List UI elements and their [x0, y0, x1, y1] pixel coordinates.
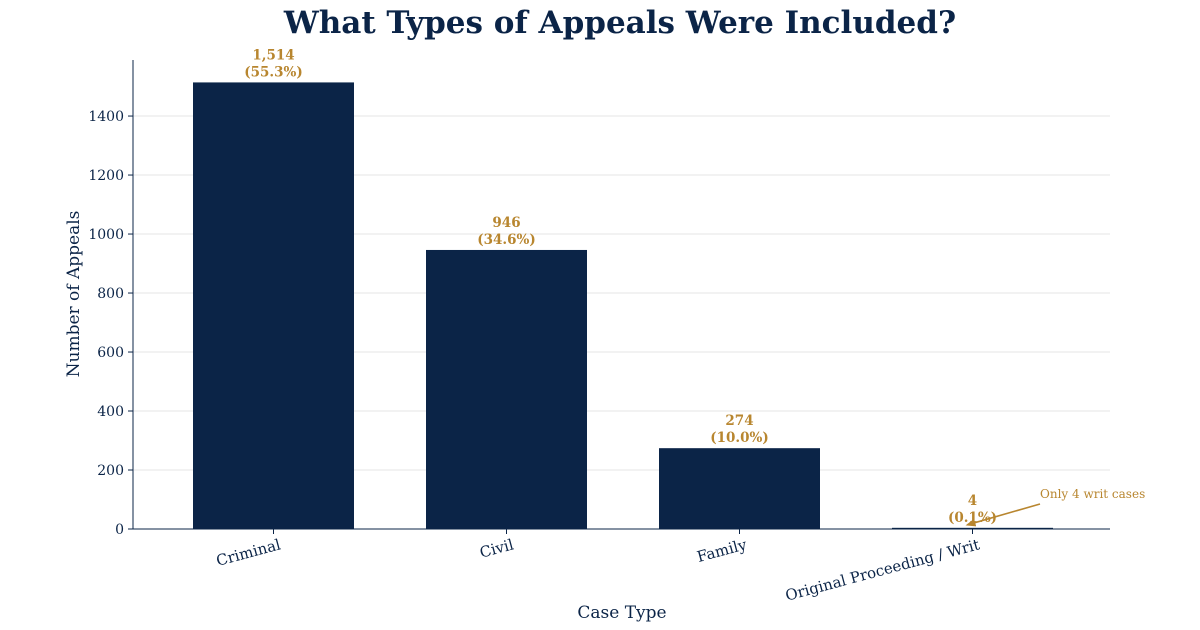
- y-tick-label: 600: [97, 345, 124, 361]
- bar: [892, 527, 1053, 529]
- y-tick-label: 800: [97, 286, 124, 302]
- y-tick-label: 1000: [88, 227, 124, 243]
- y-tick-label: 400: [97, 404, 124, 420]
- y-axis-ticks: 0 200 400 600 800 1000 1200 1400: [88, 109, 133, 538]
- y-axis-title: Number of Appeals: [64, 211, 84, 378]
- value-label: 4: [968, 493, 977, 509]
- chart-title: What Types of Appeals Were Included?: [283, 5, 956, 41]
- data-labels: 1,514(55.3%) 946(34.6%) 274(10.0%) 4(0.1%): [244, 47, 997, 525]
- bars: [193, 82, 1053, 530]
- percent-label: (0.1%): [948, 510, 997, 526]
- annotation-arrow: [965, 503, 1041, 527]
- x-tick-label: Criminal: [214, 535, 282, 569]
- x-tick-label: Family: [695, 535, 749, 566]
- value-label: 946: [492, 215, 520, 231]
- percent-label: (34.6%): [477, 232, 535, 248]
- bar: [659, 448, 820, 529]
- percent-label: (10.0%): [710, 430, 768, 446]
- y-tick-label: 1400: [88, 109, 124, 125]
- x-axis-title: Case Type: [577, 603, 666, 623]
- annotation-text: Only 4 writ cases: [1040, 487, 1145, 501]
- x-tick-label: Original Proceeding / Writ: [783, 535, 981, 604]
- value-label: 1,514: [252, 47, 294, 63]
- y-tick-label: 1200: [88, 168, 124, 184]
- bar: [193, 82, 354, 530]
- y-tick-label: 200: [97, 463, 124, 479]
- percent-label: (55.3%): [244, 64, 302, 80]
- bar: [426, 249, 587, 529]
- x-tick-label: Civil: [478, 535, 516, 561]
- y-tick-label: 0: [115, 522, 124, 538]
- x-axis-ticks: Criminal Civil Family Original Proceeding /…: [214, 529, 982, 605]
- annotation: Only 4 writ cases: [965, 487, 1145, 527]
- value-label: 274: [725, 413, 753, 429]
